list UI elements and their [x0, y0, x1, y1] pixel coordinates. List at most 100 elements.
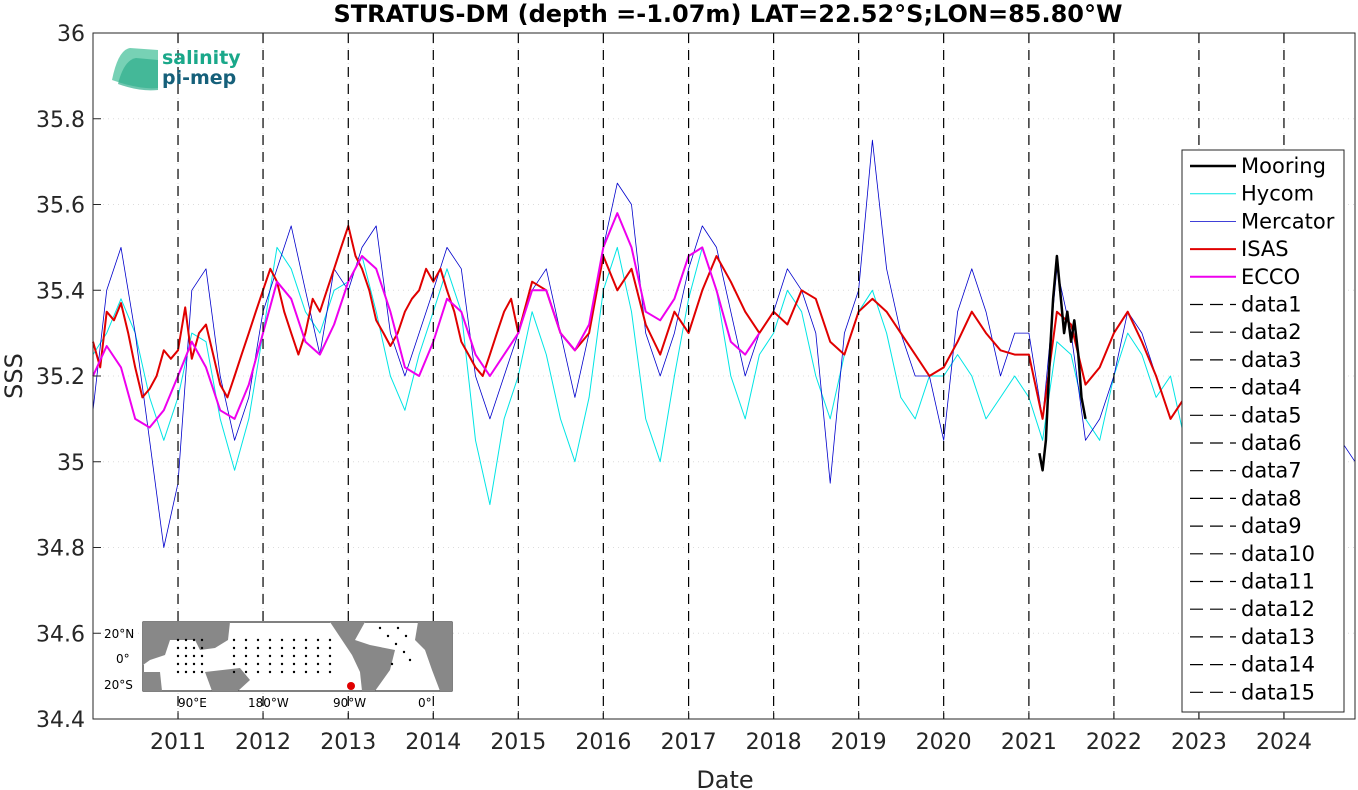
x-tick-label-2024: 2024 [1256, 730, 1312, 755]
buoy-dot [256, 670, 260, 674]
buoy-dot [200, 654, 204, 658]
buoy-dot [256, 662, 260, 666]
x-tick-label-2022: 2022 [1086, 730, 1142, 755]
legend-label-data10: data10 [1241, 542, 1315, 566]
legend-entry-data2: data2 [1190, 320, 1302, 344]
legend-entry-mercator: Mercator [1190, 209, 1335, 233]
buoy-dot [292, 670, 296, 674]
buoy-dot [256, 638, 260, 642]
buoy-dot [268, 654, 272, 658]
buoy-dot [304, 662, 308, 666]
y-tick-label-36: 36 [57, 22, 85, 47]
legend-entry-mooring: Mooring [1190, 154, 1326, 178]
buoy-dot [328, 646, 332, 650]
x-tick-label-2020: 2020 [916, 730, 972, 755]
buoy-dot [304, 654, 308, 658]
salinity-pi-mep-logo: salinity pi-mep [112, 47, 241, 91]
buoy-dot [200, 646, 204, 650]
y-tick-label-34-8: 34.8 [36, 537, 85, 562]
map-lat-label-20s: 20°S [104, 678, 133, 692]
buoy-dot [184, 654, 188, 658]
legend-entry-data1: data1 [1190, 293, 1302, 317]
legend-entry-data4: data4 [1190, 376, 1302, 400]
y-tick-label-35-2: 35.2 [36, 365, 85, 390]
buoy-dot [328, 638, 332, 642]
legend-entry-data12: data12 [1190, 597, 1315, 621]
series-line-isas [92, 224, 1186, 420]
legend-label-data7: data7 [1241, 459, 1302, 483]
legend-label-mooring: Mooring [1241, 154, 1326, 178]
map-lon-label-90w: 90°W [333, 696, 366, 710]
buoy-dot [232, 646, 236, 650]
legend-entry-data9: data9 [1190, 514, 1302, 538]
x-tick-label-2012: 2012 [235, 730, 291, 755]
legend-entry-isas: ISAS [1190, 237, 1289, 261]
legend-label-data15: data15 [1241, 680, 1315, 704]
legend-box [1181, 149, 1345, 713]
buoy-dot [232, 670, 236, 674]
buoy-dot [244, 654, 248, 658]
buoy-dot [184, 638, 188, 642]
chart-title: STRATUS-DM (depth =-1.07m) LAT=22.52°S;L… [334, 0, 1123, 28]
legend-label-data8: data8 [1241, 486, 1302, 510]
series-line-mooring [1038, 254, 1087, 472]
legend-entry-data5: data5 [1190, 403, 1302, 427]
buoy-dot [316, 638, 320, 642]
buoy-dot [244, 670, 248, 674]
x-tick-label-2013: 2013 [320, 730, 376, 755]
map-lat-label-20n: 20°N [104, 627, 134, 641]
buoy-dot [280, 670, 284, 674]
buoy-dot [280, 646, 284, 650]
buoy-dot [200, 670, 204, 674]
buoy-dot [394, 642, 398, 646]
y-tick-labels: 34.4 34.6 34.8 35 35.2 35.4 35.6 35.8 36 [36, 22, 101, 733]
buoy-dot [280, 654, 284, 658]
legend-label-data2: data2 [1241, 320, 1302, 344]
inset-map-land-left-africa [143, 672, 162, 691]
buoy-dot [268, 646, 272, 650]
buoy-dot [268, 662, 272, 666]
x-tick-label-2023: 2023 [1171, 730, 1227, 755]
y-tick-label-35-6: 35.6 [36, 194, 85, 219]
y-tick-label-34-6: 34.6 [36, 622, 85, 647]
buoy-dot [176, 654, 180, 658]
buoy-dot [200, 638, 204, 642]
buoy-dot [200, 662, 204, 666]
buoy-dot [280, 638, 284, 642]
buoy-dot [316, 670, 320, 674]
legend-label-data6: data6 [1241, 431, 1302, 455]
buoy-dot [408, 658, 412, 662]
buoy-dot [176, 638, 180, 642]
x-tick-label-2015: 2015 [490, 730, 546, 755]
y-tick-label-35-8: 35.8 [36, 108, 85, 133]
buoy-dot [176, 670, 180, 674]
series-line-hycom [92, 246, 1186, 506]
buoy-dot [292, 662, 296, 666]
buoy-dot [316, 662, 320, 666]
buoy-dot [268, 638, 272, 642]
buoy-dot [280, 662, 284, 666]
buoy-dot [192, 646, 196, 650]
y-tick-label-34-4: 34.4 [36, 708, 85, 733]
buoy-dot [402, 650, 406, 654]
buoy-dot [244, 646, 248, 650]
legend-entry-data13: data13 [1190, 625, 1315, 649]
inset-map-land-australia [205, 668, 250, 691]
x-tick-label-2016: 2016 [575, 730, 631, 755]
x-tick-labels: 2011 2012 2013 2014 2015 2016 2017 2018 2019 2020… [150, 711, 1312, 755]
buoy-dot [256, 654, 260, 658]
legend: Mooring Hycom Mercator ISAS ECCO data1 data2 da… [1181, 149, 1345, 713]
buoy-dot [304, 670, 308, 674]
buoy-dot [192, 654, 196, 658]
legend-entry-data8: data8 [1190, 486, 1302, 510]
logo-text-salinity: salinity [162, 47, 241, 69]
buoy-dot [316, 654, 320, 658]
legend-label-data9: data9 [1241, 514, 1302, 538]
legend-entry-data7: data7 [1190, 459, 1302, 483]
buoy-dot [304, 638, 308, 642]
inset-map-location-marker [347, 682, 355, 690]
legend-entry-data3: data3 [1190, 348, 1302, 372]
map-lon-label-90e: 90°E [178, 696, 207, 710]
y-tick-label-35: 35 [57, 451, 85, 476]
legend-entry-data11: data11 [1190, 570, 1315, 594]
